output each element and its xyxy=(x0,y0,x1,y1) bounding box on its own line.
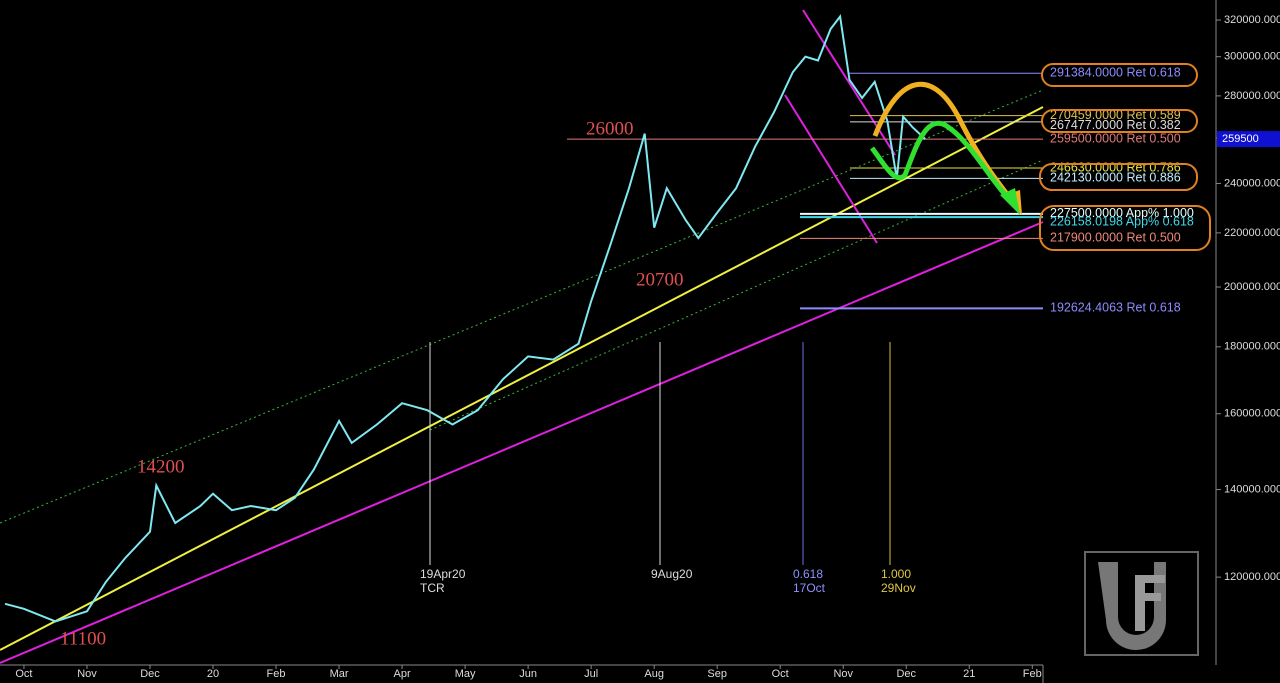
x-tick-label: Feb xyxy=(267,668,286,680)
forecast-arrow-orange xyxy=(872,81,1018,207)
trendline-yellow xyxy=(0,106,1044,651)
y-tick-label: 180000.000 xyxy=(1224,341,1280,353)
level-label: 259500.0000 Ret 0.500 xyxy=(1050,131,1181,145)
level-label: 226158.0198 App% 0.618 xyxy=(1050,214,1194,228)
price-line xyxy=(4,14,926,623)
x-tick-label: May xyxy=(455,668,476,680)
marker-label: 0.618 xyxy=(793,567,823,581)
highlight xyxy=(1039,163,1198,191)
x-tick-label: 21 xyxy=(963,668,975,680)
x-tick-label: Oct xyxy=(772,668,789,680)
channel-lower xyxy=(429,159,1044,431)
y-tick-label: 300000.000 xyxy=(1224,51,1280,63)
marker-label: 19Apr20 xyxy=(420,567,466,581)
x-tick-label: Sep xyxy=(707,668,727,680)
x-tick-label: Nov xyxy=(77,668,97,680)
annotation: 20700 xyxy=(636,269,684,290)
channel-pink-lower xyxy=(784,94,878,244)
x-tick-label: Nov xyxy=(833,668,853,680)
x-tick-label: Jul xyxy=(584,668,598,680)
y-tick-label: 160000.000 xyxy=(1224,408,1280,420)
x-tick-label: Feb xyxy=(1023,668,1042,680)
last-price-label: 259500 xyxy=(1222,133,1259,145)
series xyxy=(4,14,926,623)
x-tick-label: Jun xyxy=(519,668,537,680)
highlight xyxy=(1041,63,1198,87)
y-tick-label: 140000.000 xyxy=(1224,483,1280,495)
marker-label: 29Nov xyxy=(881,581,916,595)
x-tick-label: 20 xyxy=(207,668,219,680)
level-label: 291384.0000 Ret 0.618 xyxy=(1050,66,1181,80)
marker-label: 17Oct xyxy=(793,581,826,595)
level-label: 267477.0000 Ret 0.382 xyxy=(1050,118,1181,132)
annotation: 11100 xyxy=(60,628,106,649)
y-tick-label: 220000.000 xyxy=(1224,227,1280,239)
last-price-box xyxy=(1217,131,1280,148)
level-label: 242130.0000 Ret 0.886 xyxy=(1050,171,1181,185)
arrow-head xyxy=(1000,188,1020,215)
highlight xyxy=(1039,205,1211,251)
highlight xyxy=(1041,109,1198,133)
level-label: 217900.0000 Ret 0.500 xyxy=(1050,231,1181,245)
forecast-arrow-green xyxy=(870,120,1012,202)
trendline-magenta xyxy=(0,221,1044,664)
level-label: 270459.0000 Ret 0.589 xyxy=(1050,108,1181,122)
y-tick-label: 200000.000 xyxy=(1224,281,1280,293)
x-tick-label: Dec xyxy=(896,668,916,680)
y-tick-label: 320000.000 xyxy=(1224,14,1280,26)
level-label: 192624.4063 Ret 0.618 xyxy=(1050,301,1181,315)
x-tick-label: Apr xyxy=(394,668,411,680)
y-tick-label: 280000.000 xyxy=(1224,90,1280,102)
x-tick-label: Dec xyxy=(140,668,160,680)
level-label: 227500.0000 App% 1.000 xyxy=(1050,206,1194,220)
annotation: 14200 xyxy=(137,456,185,477)
logo xyxy=(1084,551,1199,656)
x-tick-label: Aug xyxy=(644,668,664,680)
marker-label: 9Aug20 xyxy=(651,567,693,581)
y-tick-label: 120000.000 xyxy=(1224,571,1280,583)
y-tick-label: 240000.000 xyxy=(1224,177,1280,189)
x-tick-label: Oct xyxy=(15,668,32,680)
channel-upper xyxy=(0,89,1044,524)
marker-label: TCR xyxy=(420,581,445,595)
x-tick-label: Mar xyxy=(330,668,349,680)
annotation: 26000 xyxy=(586,118,634,139)
marker-label: 1.000 xyxy=(881,567,911,581)
channel-pink-upper xyxy=(802,9,896,156)
